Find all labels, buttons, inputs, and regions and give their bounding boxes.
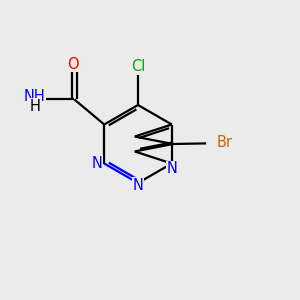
Text: N: N	[133, 178, 143, 193]
Text: O: O	[67, 57, 79, 72]
Text: N: N	[167, 161, 178, 176]
Text: Cl: Cl	[131, 59, 145, 74]
Text: Br: Br	[217, 135, 232, 150]
Text: H: H	[29, 98, 40, 113]
Text: N: N	[92, 156, 103, 171]
Text: NH: NH	[24, 89, 46, 104]
